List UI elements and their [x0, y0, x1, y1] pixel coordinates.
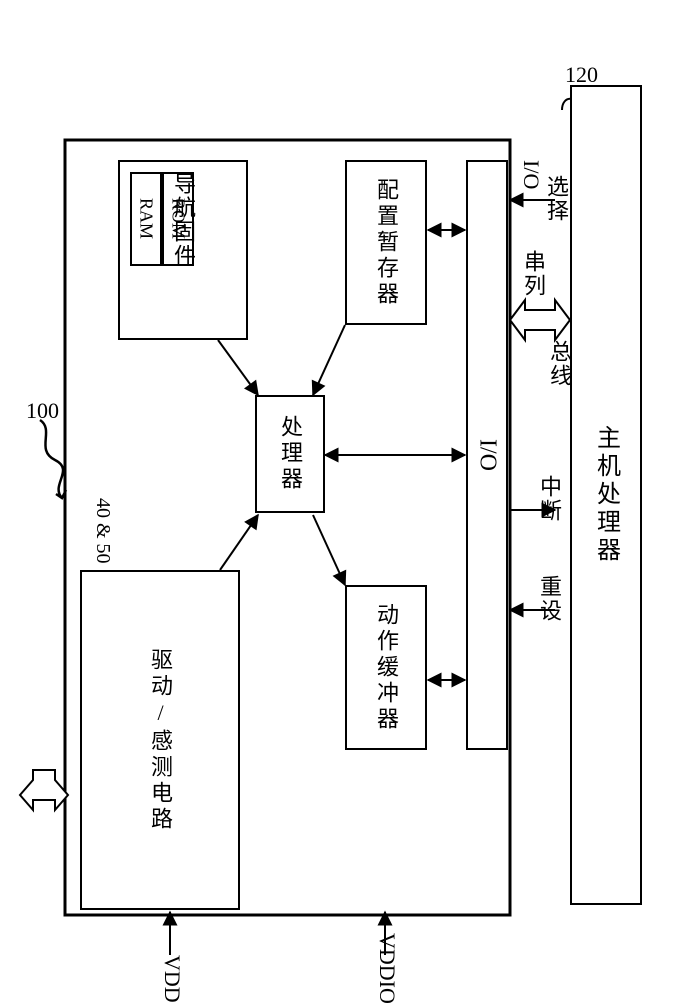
- ref-100: 100: [26, 398, 59, 424]
- host-processor-block: 主机处理器: [570, 85, 642, 905]
- drive-sense-block: 驱动/感测电路: [80, 570, 240, 910]
- ram-block: RAM: [130, 172, 162, 266]
- serial-bus-arrow: [510, 300, 570, 340]
- ref-120: 120: [565, 62, 598, 88]
- io-block-label: I/O: [474, 439, 501, 471]
- reset-label: 重设: [533, 575, 565, 623]
- processor-label: 处理器: [274, 415, 306, 493]
- action-buffer-label: 动作缓冲器: [370, 603, 402, 733]
- arrow-drive-proc: [220, 515, 258, 570]
- firmware-block: 导航固件 RAM ROM: [118, 160, 248, 340]
- vdd-label: VDD: [159, 955, 185, 1003]
- io-block: I/O: [466, 160, 508, 750]
- ref-4050: 40 & 50: [91, 498, 114, 564]
- config-register-label: 配置暂存器: [370, 178, 402, 308]
- ref-100-squiggle: [40, 420, 63, 498]
- ioselect-line2: 选择: [540, 175, 572, 223]
- host-processor-label: 主机处理器: [589, 425, 624, 565]
- firmware-inner: 导航固件 RAM ROM: [120, 162, 246, 338]
- serial-label: 串列: [517, 250, 549, 298]
- interrupt-label: 中断: [533, 475, 565, 523]
- arrow-fw-proc: [218, 340, 258, 395]
- diagram-stage: 主机处理器 I/O 配置暂存器 动作缓冲器 处理器 导航固件 RAM ROM 驱…: [0, 0, 687, 1000]
- processor-block: 处理器: [255, 395, 325, 513]
- action-buffer-block: 动作缓冲器: [345, 585, 427, 750]
- ram-label: RAM: [136, 198, 157, 239]
- rom-block: ROM: [162, 172, 194, 266]
- bus-label: 总线: [543, 340, 575, 388]
- arrow-config-proc: [313, 325, 345, 395]
- vddio-label: VDDIO: [374, 933, 400, 1004]
- arrow-proc-action: [313, 515, 345, 585]
- drive-sense-label: 驱动/感测电路: [144, 648, 176, 833]
- config-register-block: 配置暂存器: [345, 160, 427, 325]
- sensor-bus-arrow: [20, 770, 68, 810]
- rom-label: ROM: [168, 198, 189, 239]
